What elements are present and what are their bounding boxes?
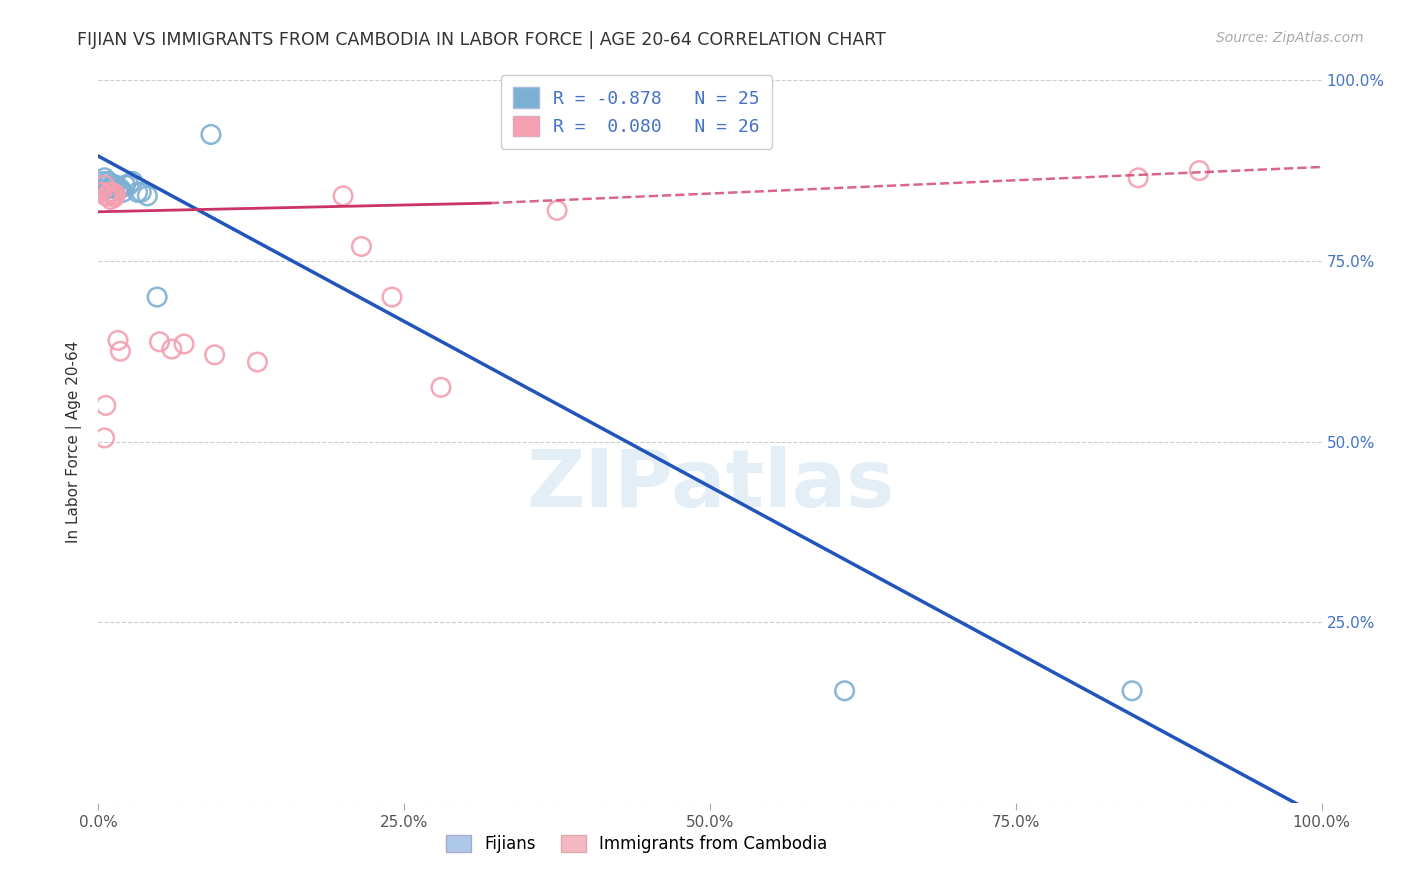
Point [101, 182, 124, 196]
Point [114, 178, 136, 192]
Point [98, 186, 121, 200]
Point [104, 178, 127, 192]
Point [103, 178, 125, 192]
Point [110, 344, 132, 359]
Point [1188, 163, 1211, 178]
Legend: Fijians, Immigrants from Cambodia: Fijians, Immigrants from Cambodia [439, 828, 834, 860]
Point [129, 186, 152, 200]
Text: Source: ZipAtlas.com: Source: ZipAtlas.com [1216, 31, 1364, 45]
Point [97, 189, 120, 203]
Point [350, 239, 373, 253]
Point [100, 186, 122, 200]
Point [101, 189, 124, 203]
Point [91, 174, 114, 188]
Point [834, 683, 856, 698]
Point [96, 178, 118, 192]
Point [127, 186, 149, 200]
Point [94, 398, 117, 412]
Point [1121, 683, 1143, 698]
Point [93, 170, 115, 185]
Point [100, 193, 122, 207]
Point [111, 186, 134, 200]
Point [173, 337, 195, 351]
Point [94, 182, 117, 196]
Point [98, 182, 121, 196]
Point [332, 189, 354, 203]
Y-axis label: In Labor Force | Age 20-64: In Labor Force | Age 20-64 [66, 341, 83, 542]
Point [94, 189, 117, 203]
Point [204, 348, 226, 362]
Point [146, 290, 169, 304]
Point [107, 182, 129, 196]
Point [149, 334, 172, 349]
Point [91, 186, 114, 200]
Point [200, 128, 222, 142]
Point [93, 178, 115, 192]
Point [118, 178, 141, 192]
Point [97, 174, 120, 188]
Point [101, 186, 124, 200]
Point [104, 187, 127, 202]
Point [136, 189, 159, 203]
Point [103, 190, 125, 204]
Text: ZIPatlas: ZIPatlas [526, 446, 894, 524]
Point [246, 355, 269, 369]
Point [546, 203, 568, 218]
Text: FIJIAN VS IMMIGRANTS FROM CAMBODIA IN LABOR FORCE | AGE 20-64 CORRELATION CHART: FIJIAN VS IMMIGRANTS FROM CAMBODIA IN LA… [77, 31, 886, 49]
Point [93, 431, 115, 445]
Point [160, 342, 183, 356]
Point [381, 290, 404, 304]
Point [91, 178, 114, 192]
Point [1128, 170, 1150, 185]
Point [107, 334, 129, 348]
Point [430, 380, 453, 394]
Point [101, 178, 124, 192]
Point [121, 174, 143, 188]
Point [110, 182, 132, 196]
